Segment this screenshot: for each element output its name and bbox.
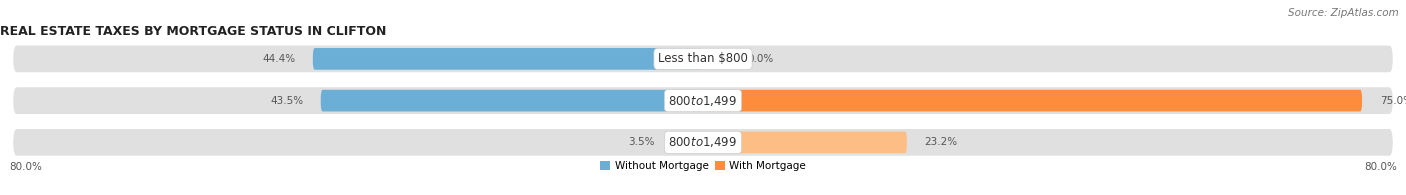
Text: 75.0%: 75.0% — [1379, 96, 1406, 106]
FancyBboxPatch shape — [13, 45, 1393, 72]
Text: 3.5%: 3.5% — [628, 137, 655, 147]
Text: $800 to $1,499: $800 to $1,499 — [668, 94, 738, 108]
FancyBboxPatch shape — [672, 131, 703, 153]
Text: $800 to $1,499: $800 to $1,499 — [668, 135, 738, 149]
FancyBboxPatch shape — [314, 48, 703, 70]
Text: REAL ESTATE TAXES BY MORTGAGE STATUS IN CLIFTON: REAL ESTATE TAXES BY MORTGAGE STATUS IN … — [0, 25, 387, 38]
FancyBboxPatch shape — [13, 87, 1393, 114]
Legend: Without Mortgage, With Mortgage: Without Mortgage, With Mortgage — [596, 157, 810, 175]
Text: 23.2%: 23.2% — [925, 137, 957, 147]
FancyBboxPatch shape — [703, 90, 1362, 112]
Text: Source: ZipAtlas.com: Source: ZipAtlas.com — [1288, 8, 1399, 18]
Text: 44.4%: 44.4% — [262, 54, 295, 64]
FancyBboxPatch shape — [13, 129, 1393, 156]
Text: Less than $800: Less than $800 — [658, 52, 748, 65]
Text: 80.0%: 80.0% — [1364, 162, 1398, 172]
Text: 0.0%: 0.0% — [747, 54, 773, 64]
FancyBboxPatch shape — [703, 131, 907, 153]
Text: 43.5%: 43.5% — [270, 96, 304, 106]
FancyBboxPatch shape — [321, 90, 703, 112]
Text: 80.0%: 80.0% — [8, 162, 42, 172]
